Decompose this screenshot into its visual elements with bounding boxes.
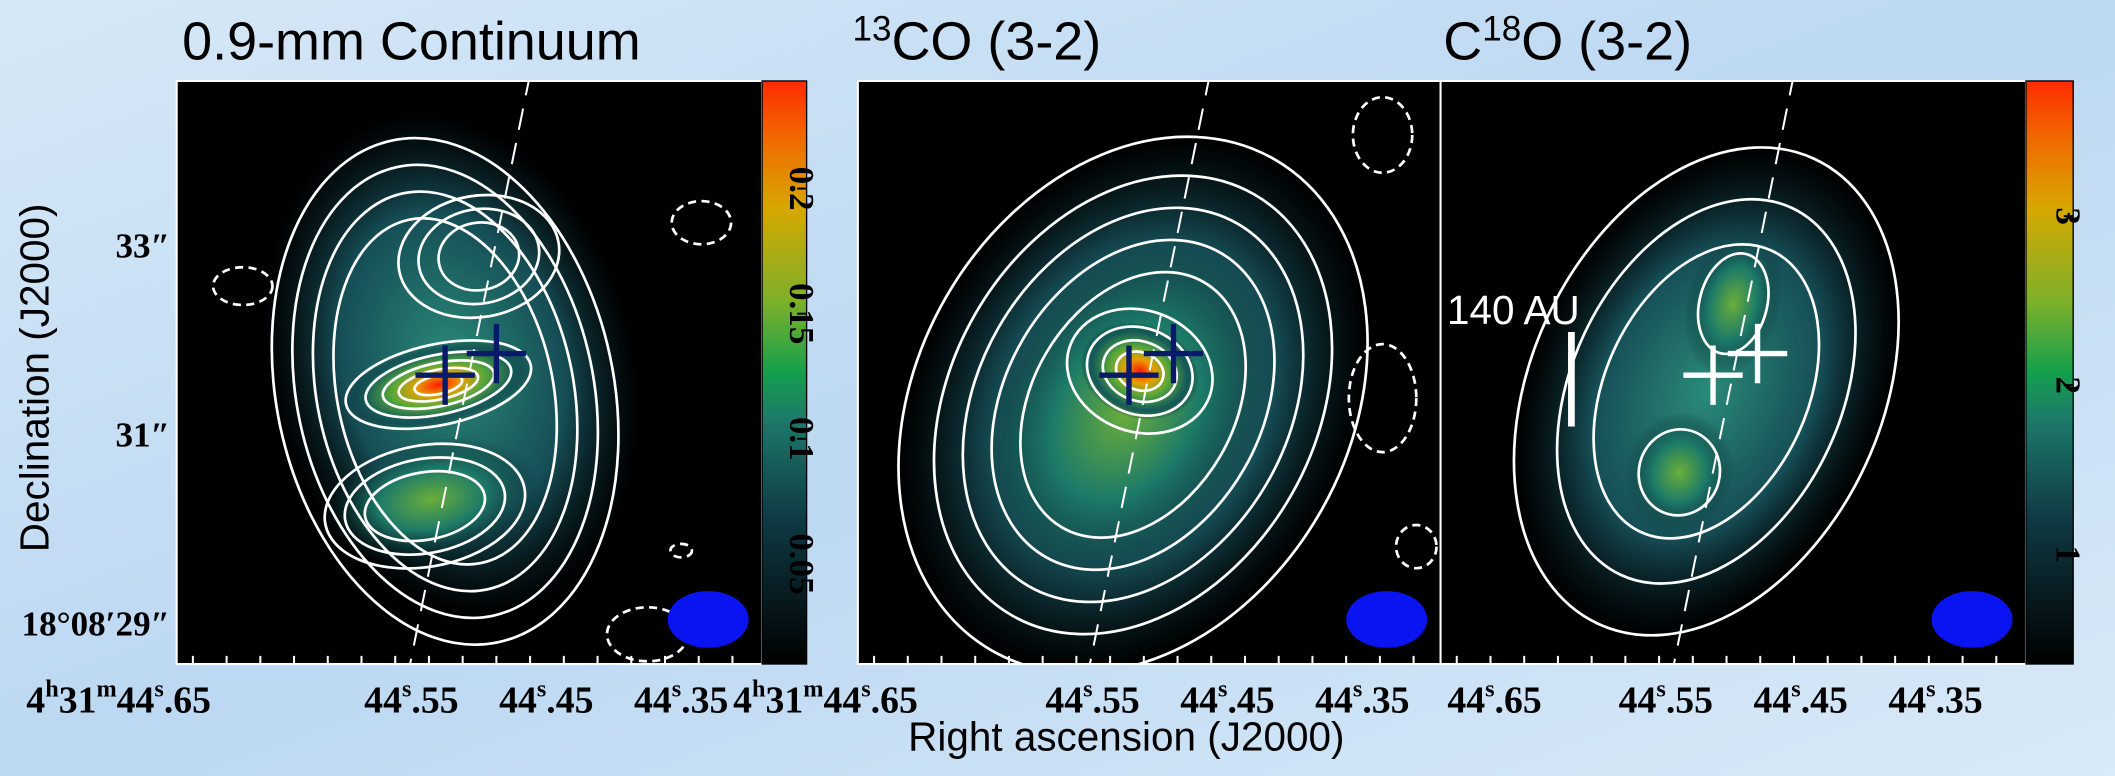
x-tick-text: .65 <box>1495 680 1542 722</box>
x-tick-superscript: s <box>861 675 870 702</box>
x-tick-text: 44 <box>634 680 672 722</box>
x-tick-label: 44s.65 <box>1447 675 1541 721</box>
page: 0.9-mm Continuum4h31m44s.6544s.5544s.454… <box>0 0 2115 776</box>
x-tick-superscript: s <box>1656 675 1665 702</box>
x-tick-label: 44s.45 <box>499 675 593 721</box>
title-text: C <box>1443 11 1482 71</box>
colorbar-tick-label: 0.15 <box>782 283 821 344</box>
panel-title: C18O (3-2) <box>1443 9 1692 71</box>
y-axis-label: Declination (J2000) <box>12 203 58 552</box>
title-text: 0.9-mm Continuum <box>182 11 641 71</box>
x-tick-text: 44 <box>117 680 155 722</box>
title-text: O (3-2) <box>1521 11 1692 71</box>
x-tick-text: 44 <box>1888 680 1926 722</box>
x-tick-text: 44 <box>1447 680 1485 722</box>
panel-title: 0.9-mm Continuum <box>182 11 641 71</box>
x-axis-label: Right ascension (J2000) <box>908 713 1344 759</box>
beam <box>1932 591 2013 648</box>
x-tick-superscript: s <box>537 675 546 702</box>
y-tick-label: 18°08′29″ <box>22 605 170 644</box>
colorbar-tick-label: 3 <box>2048 207 2087 225</box>
colorbar <box>2026 81 2073 664</box>
x-tick-label: 44s.45 <box>1754 675 1848 721</box>
x-tick-text: 31 <box>765 680 803 722</box>
x-tick-label: 44s.35 <box>634 675 728 721</box>
colorbar-tick-label: 2 <box>2048 376 2087 394</box>
x-tick-superscript: m <box>803 675 823 702</box>
x-tick-text: 44 <box>823 680 861 722</box>
figure: 0.9-mm Continuum4h31m44s.6544s.5544s.454… <box>0 0 2115 776</box>
x-tick-text: 44 <box>1754 680 1792 722</box>
x-tick-label: 44s.55 <box>364 675 458 721</box>
scale-annotation: 140 AU <box>1447 287 1580 333</box>
x-tick-text: .45 <box>1801 680 1848 722</box>
title-superscript: 13 <box>852 9 891 48</box>
x-tick-text: .35 <box>1936 680 1983 722</box>
x-tick-superscript: s <box>1218 675 1227 702</box>
x-tick-label: 44s.35 <box>1888 675 1982 721</box>
x-tick-text: .35 <box>681 680 728 722</box>
x-tick-superscript: s <box>1353 675 1362 702</box>
colorbar-tick-label: 0.1 <box>782 417 821 461</box>
colorbar-tick-label: 0.2 <box>782 167 821 211</box>
x-tick-text: .45 <box>546 680 593 722</box>
x-tick-superscript: s <box>1083 675 1092 702</box>
x-tick-text: 4 <box>26 680 45 722</box>
x-tick-text: .55 <box>1666 680 1713 722</box>
x-tick-text: .65 <box>164 680 211 722</box>
x-tick-superscript: s <box>402 675 411 702</box>
title-text: CO (3-2) <box>891 11 1101 71</box>
x-tick-text: 44 <box>1619 680 1657 722</box>
beam <box>1346 591 1427 648</box>
beam <box>668 591 749 648</box>
x-tick-superscript: s <box>154 675 163 702</box>
x-tick-superscript: h <box>45 675 59 702</box>
x-tick-label: 44s.55 <box>1619 675 1713 721</box>
x-tick-superscript: s <box>1791 675 1800 702</box>
x-tick-superscript: s <box>672 675 681 702</box>
x-tick-text: .55 <box>411 680 458 722</box>
x-tick-text: 31 <box>59 680 97 722</box>
title-superscript: 18 <box>1482 9 1521 48</box>
x-tick-text: .35 <box>1362 680 1409 722</box>
colorbar-tick-label: 1 <box>2048 545 2087 563</box>
colorbar-tick-label: 0.05 <box>782 533 821 594</box>
x-tick-superscript: h <box>752 675 766 702</box>
x-tick-text: 44 <box>364 680 402 722</box>
x-tick-superscript: m <box>96 675 116 702</box>
x-tick-text: 4 <box>733 680 752 722</box>
y-tick-label: 33″ <box>116 227 170 266</box>
x-tick-superscript: s <box>1485 675 1494 702</box>
y-tick-label: 31″ <box>116 416 170 455</box>
x-tick-superscript: s <box>1926 675 1935 702</box>
x-tick-text: 44 <box>499 680 537 722</box>
